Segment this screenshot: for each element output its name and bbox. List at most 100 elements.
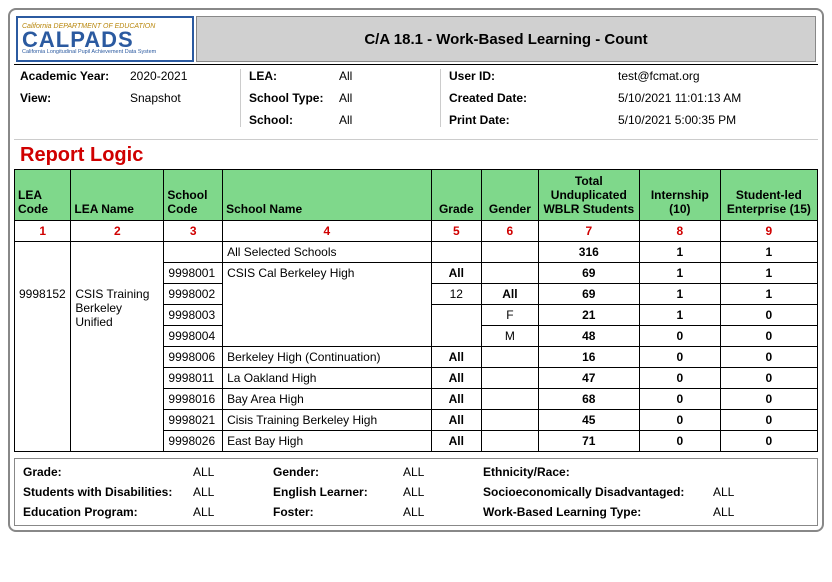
cell-sle: 0 xyxy=(720,368,817,389)
filter-el-value: ALL xyxy=(403,485,483,499)
cell-total: 21 xyxy=(538,305,639,326)
school-label: School: xyxy=(249,113,339,127)
filter-ep-label: Education Program: xyxy=(23,505,193,519)
academic-year-label: Academic Year: xyxy=(20,69,130,83)
filter-sed-label: Socioeconomically Disadvantaged: xyxy=(483,485,713,499)
cell-total: 47 xyxy=(538,368,639,389)
print-date-label: Print Date: xyxy=(449,113,510,127)
filter-gender-value: ALL xyxy=(403,465,483,479)
cell-school-name: All Selected Schools xyxy=(223,242,431,263)
cell-intern: 0 xyxy=(639,389,720,410)
cell-total: 69 xyxy=(538,284,639,305)
user-id-value: test@fcmat.org xyxy=(618,69,700,83)
cell-intern: 0 xyxy=(639,326,720,347)
cell-sle: 1 xyxy=(720,284,817,305)
cell-grade: All xyxy=(431,368,482,389)
colnum-9: 9 xyxy=(720,221,817,242)
cell-school-code: 9998016 xyxy=(164,389,223,410)
school-type-value: All xyxy=(339,91,352,105)
col-school-code: School Code xyxy=(164,170,223,221)
data-table: LEA Code LEA Name School Code School Nam… xyxy=(14,169,818,452)
cell-school-name: Berkeley High (Continuation) xyxy=(223,347,431,368)
cell-total: 316 xyxy=(538,242,639,263)
cell-intern: 0 xyxy=(639,410,720,431)
report-frame: California DEPARTMENT OF EDUCATION CALPA… xyxy=(8,8,824,532)
cell-school-code: 9998021 xyxy=(164,410,223,431)
colnum-5: 5 xyxy=(431,221,482,242)
colnum-1: 1 xyxy=(15,221,71,242)
cell-school-name: Cisis Training Berkeley High xyxy=(223,410,431,431)
meta-block: Academic Year:2020-2021 View:Snapshot LE… xyxy=(14,65,818,140)
cell-intern: 1 xyxy=(639,305,720,326)
col-gender: Gender xyxy=(482,170,539,221)
school-value: All xyxy=(339,113,352,127)
cell-gender xyxy=(482,263,539,284)
lea-label: LEA: xyxy=(249,69,339,83)
cell-school-code: 9998001 xyxy=(164,263,223,284)
school-type-label: School Type: xyxy=(249,91,339,105)
filter-wbl-value: ALL xyxy=(713,505,734,519)
colnum-8: 8 xyxy=(639,221,720,242)
cell-intern: 1 xyxy=(639,263,720,284)
colnum-3: 3 xyxy=(164,221,223,242)
calpads-logo: California DEPARTMENT OF EDUCATION CALPA… xyxy=(16,16,194,62)
column-number-row: 1 2 3 4 5 6 7 8 9 xyxy=(15,221,818,242)
filter-grade-value: ALL xyxy=(193,465,273,479)
filter-grade-label: Grade: xyxy=(23,465,193,479)
lea-value: All xyxy=(339,69,352,83)
filter-wbl-label: Work-Based Learning Type: xyxy=(483,505,713,519)
cell-school-name: CSIS Cal Berkeley High xyxy=(223,263,431,347)
cell-total: 45 xyxy=(538,410,639,431)
user-id-label: User ID: xyxy=(449,69,495,83)
col-grade: Grade xyxy=(431,170,482,221)
cell-grade: All xyxy=(431,431,482,452)
col-total: Total Unduplicated WBLR Students xyxy=(538,170,639,221)
col-lea-code: LEA Code xyxy=(15,170,71,221)
cell-gender: F xyxy=(482,305,539,326)
cell-sle: 0 xyxy=(720,389,817,410)
cell-sle: 0 xyxy=(720,410,817,431)
report-title: C/A 18.1 - Work-Based Learning - Count xyxy=(196,16,816,62)
filter-sed-value: ALL xyxy=(713,485,734,499)
col-lea-name: LEA Name xyxy=(71,170,164,221)
cell-school-name: East Bay High xyxy=(223,431,431,452)
cell-school-name: La Oakland High xyxy=(223,368,431,389)
cell-school-code: 9998011 xyxy=(164,368,223,389)
academic-year-value: 2020-2021 xyxy=(130,69,187,83)
cell-grade: All xyxy=(431,347,482,368)
filter-foster-label: Foster: xyxy=(273,505,403,519)
cell-lea-code: 9998152 xyxy=(15,284,71,452)
view-label: View: xyxy=(20,91,130,105)
cell-sle: 0 xyxy=(720,347,817,368)
colnum-7: 7 xyxy=(538,221,639,242)
cell-grade: All xyxy=(431,389,482,410)
filter-swd-value: ALL xyxy=(193,485,273,499)
header-row: California DEPARTMENT OF EDUCATION CALPA… xyxy=(14,14,818,65)
cell-sle: 0 xyxy=(720,305,817,326)
cell-total: 69 xyxy=(538,263,639,284)
logo-sub-text: California Longitudinal Pupil Achievemen… xyxy=(22,49,188,55)
cell-school-code: 9998006 xyxy=(164,347,223,368)
colnum-4: 4 xyxy=(223,221,431,242)
filter-gender-label: Gender: xyxy=(273,465,403,479)
filter-ethnicity-label: Ethnicity/Race: xyxy=(483,465,713,479)
cell-school-code: 9998004 xyxy=(164,326,223,347)
cell-school-code: 9998003 xyxy=(164,305,223,326)
filter-ep-value: ALL xyxy=(193,505,273,519)
col-internship: Internship (10) xyxy=(639,170,720,221)
cell-sle: 0 xyxy=(720,431,817,452)
cell-grade: All xyxy=(431,410,482,431)
col-school-name: School Name xyxy=(223,170,431,221)
created-date-label: Created Date: xyxy=(449,91,527,105)
cell-sle: 1 xyxy=(720,263,817,284)
cell-intern: 0 xyxy=(639,431,720,452)
created-date-value: 5/10/2021 11:01:13 AM xyxy=(618,91,741,105)
filter-foster-value: ALL xyxy=(403,505,483,519)
header-row: LEA Code LEA Name School Code School Nam… xyxy=(15,170,818,221)
filter-swd-label: Students with Disabilities: xyxy=(23,485,193,499)
logo-main-text: CALPADS xyxy=(22,30,188,50)
cell-sle: 0 xyxy=(720,326,817,347)
cell-total: 68 xyxy=(538,389,639,410)
cell-intern: 1 xyxy=(639,284,720,305)
cell-intern: 0 xyxy=(639,347,720,368)
